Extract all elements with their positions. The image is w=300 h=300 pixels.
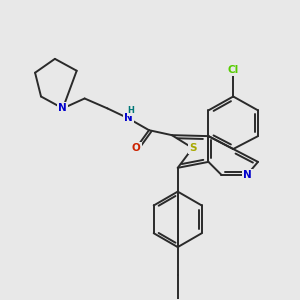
Text: H: H — [127, 106, 134, 116]
Text: S: S — [189, 143, 196, 153]
Text: Cl: Cl — [228, 65, 239, 75]
Text: N: N — [58, 103, 67, 113]
Text: O: O — [132, 143, 140, 153]
Text: N: N — [124, 113, 133, 123]
Text: N: N — [243, 170, 251, 180]
